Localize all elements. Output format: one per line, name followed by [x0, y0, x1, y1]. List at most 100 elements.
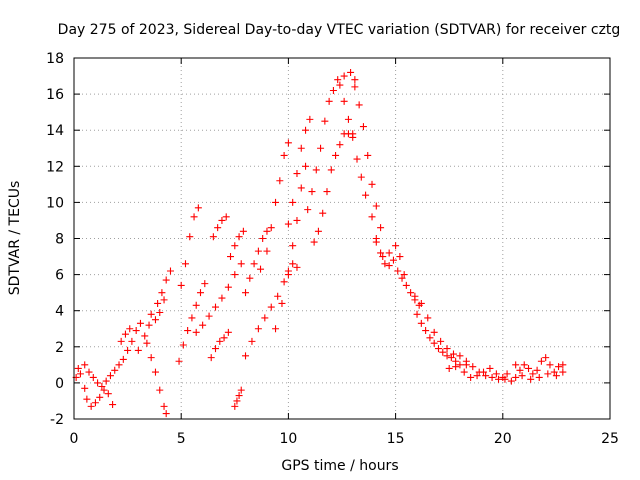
data-point-marker: [227, 253, 235, 261]
data-markers: [72, 68, 567, 418]
data-point-marker: [98, 383, 106, 391]
data-point-marker: [537, 357, 545, 365]
data-point-marker: [235, 233, 243, 241]
data-point-marker: [128, 337, 136, 345]
data-point-marker: [544, 370, 552, 378]
data-point-marker: [284, 220, 292, 228]
data-point-marker: [102, 377, 110, 385]
data-point-marker: [224, 283, 232, 291]
data-point-marker: [124, 346, 132, 354]
data-point-marker: [250, 260, 258, 268]
data-point-marker: [480, 368, 488, 376]
data-point-marker: [179, 341, 187, 349]
data-point-marker: [467, 373, 475, 381]
data-point-marker: [377, 224, 385, 232]
data-point-marker: [289, 260, 297, 268]
data-point-marker: [207, 354, 215, 362]
data-point-marker: [109, 401, 117, 409]
data-point-marker: [175, 357, 183, 365]
data-point-marker: [100, 386, 108, 394]
data-point-marker: [443, 345, 451, 353]
data-point-marker: [368, 213, 376, 221]
data-point-marker: [214, 224, 222, 232]
data-point-marker: [417, 319, 425, 327]
data-point-marker: [364, 151, 372, 159]
data-point-marker: [396, 253, 404, 261]
data-point-marker: [186, 233, 194, 241]
data-point-marker: [347, 68, 355, 76]
y-tick-labels: -2 0 2 4 6 8 10 12 14 16 18: [46, 51, 64, 428]
data-point-marker: [512, 373, 520, 381]
data-point-marker: [272, 198, 280, 206]
data-point-marker: [181, 260, 189, 268]
data-point-marker: [156, 309, 164, 317]
data-point-marker: [325, 97, 333, 105]
data-point-marker: [293, 216, 301, 224]
data-point-marker: [254, 325, 262, 333]
data-point-marker: [357, 173, 365, 181]
data-point-marker: [372, 202, 380, 210]
data-point-marker: [136, 319, 144, 327]
data-point-marker: [160, 402, 168, 410]
data-point-marker: [507, 377, 515, 385]
y-tick-label: -2: [50, 412, 64, 428]
data-point-marker: [297, 184, 305, 192]
data-point-marker: [274, 292, 282, 300]
data-point-marker: [488, 373, 496, 381]
data-point-marker: [552, 372, 560, 380]
data-point-marker: [91, 399, 99, 407]
data-point-marker: [231, 271, 239, 279]
data-point-marker: [518, 372, 526, 380]
data-point-marker: [280, 151, 288, 159]
data-point-marker: [340, 97, 348, 105]
data-point-marker: [323, 188, 331, 196]
data-point-marker: [372, 238, 380, 246]
y-tick-label: 2: [55, 340, 64, 356]
data-point-marker: [308, 188, 316, 196]
data-point-marker: [272, 325, 280, 333]
x-axis-label: GPS time / hours: [281, 458, 398, 474]
data-point-marker: [398, 274, 406, 282]
data-point-marker: [242, 289, 250, 297]
data-point-marker: [254, 247, 262, 255]
data-point-marker: [407, 289, 415, 297]
data-point-marker: [533, 366, 541, 374]
data-point-marker: [550, 368, 558, 376]
data-point-marker: [126, 325, 134, 333]
x-tick-label: 0: [70, 431, 79, 447]
data-point-marker: [280, 278, 288, 286]
data-point-marker: [154, 299, 162, 307]
data-point-marker: [413, 310, 421, 318]
data-point-marker: [209, 233, 217, 241]
data-point-marker: [220, 334, 228, 342]
grid-lines: [74, 58, 610, 419]
data-point-marker: [482, 372, 490, 380]
data-point-marker: [177, 281, 185, 289]
data-point-marker: [456, 352, 464, 360]
data-point-marker: [205, 312, 213, 320]
data-point-marker: [94, 379, 102, 387]
data-point-marker: [293, 263, 301, 271]
data-point-marker: [158, 289, 166, 297]
data-point-marker: [385, 249, 393, 257]
data-point-marker: [141, 332, 149, 340]
data-point-marker: [201, 280, 209, 288]
y-tick-label: 12: [46, 159, 64, 175]
data-point-marker: [119, 355, 127, 363]
data-point-marker: [516, 366, 524, 374]
data-point-marker: [430, 339, 438, 347]
data-point-marker: [104, 390, 112, 398]
data-point-marker: [417, 299, 425, 307]
data-point-marker: [276, 177, 284, 185]
data-point-marker: [194, 204, 202, 212]
data-point-marker: [381, 260, 389, 268]
data-point-marker: [162, 276, 170, 284]
data-point-marker: [267, 303, 275, 311]
data-point-marker: [297, 144, 305, 152]
data-point-marker: [147, 354, 155, 362]
data-point-marker: [121, 330, 129, 338]
data-point-marker: [278, 299, 286, 307]
data-point-marker: [456, 361, 464, 369]
x-tick-label: 20: [494, 431, 512, 447]
data-point-marker: [248, 337, 256, 345]
